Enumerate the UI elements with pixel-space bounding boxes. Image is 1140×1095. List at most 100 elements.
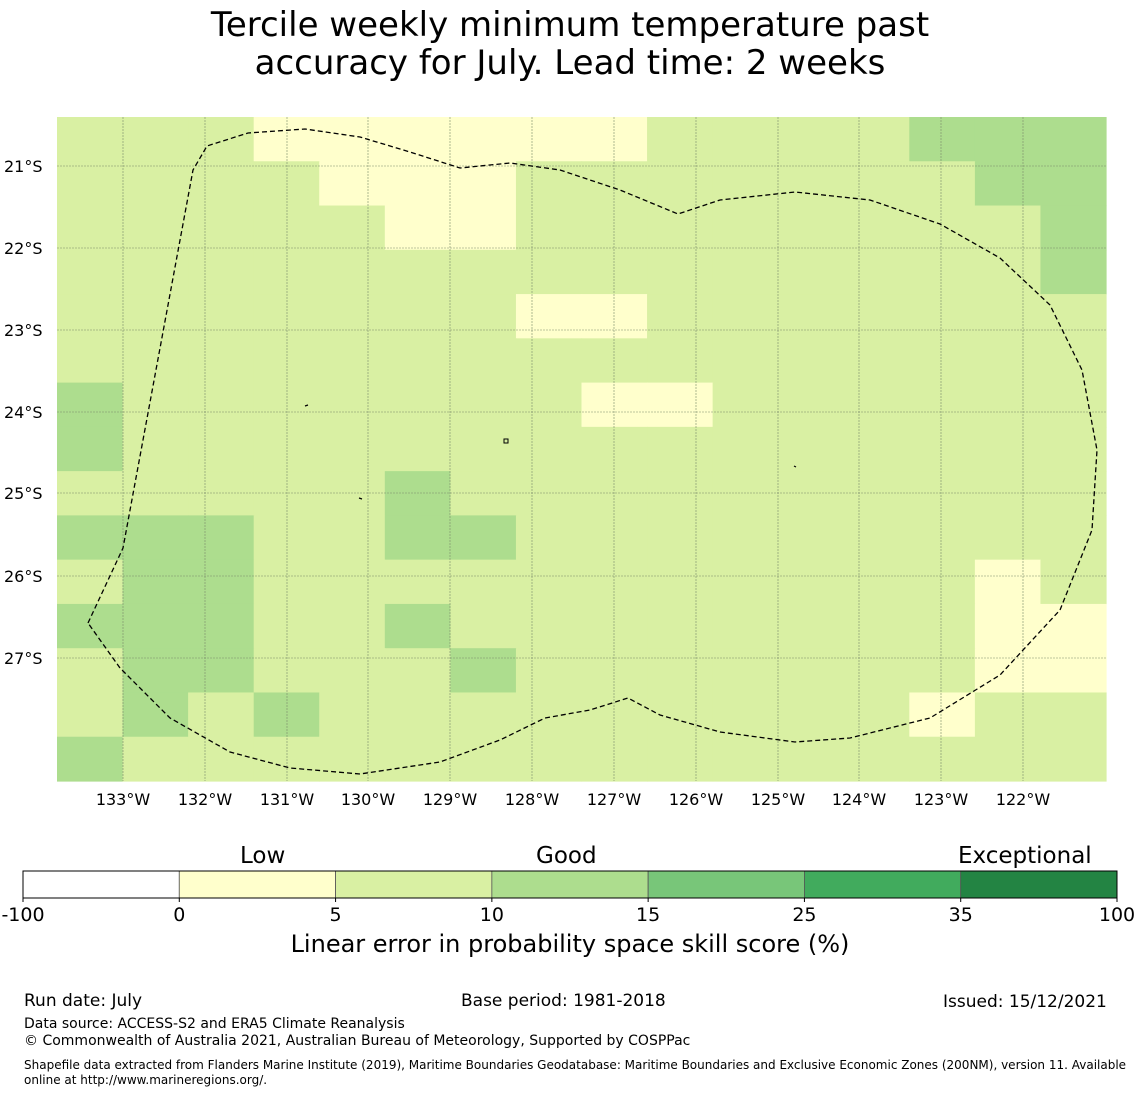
- shapefile-credit: Shapefile data extracted from Flanders M…: [24, 1058, 1127, 1087]
- grid-cell: [843, 515, 910, 561]
- grid-cell: [188, 117, 255, 162]
- grid-cell: [450, 426, 517, 472]
- grid-cell: [319, 294, 386, 339]
- longitude-label: 122°W: [996, 790, 1051, 809]
- grid-cell: [384, 559, 451, 605]
- grid-cell: [909, 294, 976, 339]
- colorbar-tick-label: -100: [1, 904, 44, 926]
- grid-cell: [57, 338, 124, 384]
- grid-cell: [450, 559, 517, 605]
- latitude-labels: 21°S 22°S 23°S 24°S 25°S 26°S 27°S: [4, 157, 43, 668]
- grid-cell: [57, 161, 124, 207]
- grid-cell: [450, 382, 517, 428]
- run-date: Run date: July: [24, 991, 143, 1011]
- grid-cell: [843, 692, 910, 738]
- grid-cell: [909, 161, 976, 207]
- grid-cell: [122, 559, 189, 605]
- grid-cell: [909, 426, 976, 472]
- grid-cell: [778, 161, 845, 207]
- grid-cell: [450, 515, 517, 561]
- grid-cell: [647, 692, 714, 738]
- grid-cell: [188, 471, 255, 516]
- grid-cell: [188, 515, 255, 561]
- longitude-label: 130°W: [341, 790, 396, 809]
- grid-cell: [909, 382, 976, 428]
- latitude-label: 24°S: [4, 403, 43, 422]
- grid-cell: [319, 648, 386, 694]
- grid-cell: [515, 338, 583, 384]
- latitude-label: 21°S: [4, 157, 43, 176]
- longitude-label: 128°W: [505, 790, 560, 809]
- skill-grid: [57, 117, 1107, 782]
- grid-cell: [712, 161, 779, 207]
- grid-cell: [647, 117, 714, 162]
- grid-cell: [319, 338, 386, 384]
- longitude-label: 126°W: [669, 790, 724, 809]
- grid-cell: [319, 249, 386, 295]
- grid-cell: [515, 603, 583, 649]
- colorbar-outline: [22, 870, 1118, 899]
- grid-cell: [253, 249, 320, 295]
- grid-cell: [57, 382, 124, 428]
- legend-low: Low: [240, 843, 286, 869]
- grid-cell: [909, 559, 976, 605]
- grid-cell: [384, 294, 451, 339]
- grid-cell: [515, 736, 583, 782]
- grid-cell: [122, 603, 189, 649]
- title-line-2: accuracy for July. Lead time: 2 weeks: [254, 43, 886, 83]
- grid-cell: [712, 294, 779, 339]
- grid-cell: [974, 382, 1042, 428]
- longitude-label: 132°W: [178, 790, 233, 809]
- grid-cell: [319, 117, 386, 162]
- grid-cell: [450, 117, 517, 162]
- grid-cell: [581, 471, 648, 516]
- grid-cell: [319, 736, 386, 782]
- grid-cell: [778, 382, 845, 428]
- grid-cell: [122, 117, 189, 162]
- colorbar-segment: [178, 870, 336, 899]
- grid-cell: [384, 205, 451, 251]
- grid-cell: [712, 382, 779, 428]
- grid-cell: [122, 515, 189, 561]
- colorbar-tick-label: 10: [480, 904, 504, 926]
- grid-cell: [515, 294, 583, 339]
- grid-cell: [1040, 249, 1107, 295]
- grid-cell: [909, 205, 976, 251]
- grid-cell: [384, 382, 451, 428]
- grid-cell: [581, 603, 648, 649]
- grid-cell: [843, 338, 910, 384]
- colorbar-tick-label: 0: [173, 904, 185, 926]
- grid-cell: [1040, 426, 1107, 472]
- colorbar-tick-label: 15: [636, 904, 660, 926]
- grid-cell: [712, 249, 779, 295]
- grid-cell: [843, 161, 910, 207]
- grid-cell: [647, 603, 714, 649]
- grid-cell: [647, 294, 714, 339]
- latitude-label: 25°S: [4, 484, 43, 503]
- grid-cell: [122, 648, 189, 694]
- grid-cell: [647, 736, 714, 782]
- grid-cell: [778, 603, 845, 649]
- grid-cell: [581, 161, 648, 207]
- longitude-label: 124°W: [832, 790, 887, 809]
- grid-cell: [712, 515, 779, 561]
- grid-cell: [909, 471, 976, 516]
- grid-cell: [843, 294, 910, 339]
- grid-cell: [581, 426, 648, 472]
- grid-cell: [581, 205, 648, 251]
- grid-cell: [384, 338, 451, 384]
- map-title: Tercile weekly minimum temperature past …: [0, 6, 1140, 82]
- grid-cell: [515, 692, 583, 738]
- grid-cell: [57, 294, 124, 339]
- grid-cell: [647, 205, 714, 251]
- grid-cell: [384, 117, 451, 162]
- grid-cell: [515, 205, 583, 251]
- grid-cell: [1040, 161, 1107, 207]
- grid-cell: [974, 338, 1042, 384]
- grid-cell: [384, 603, 451, 649]
- grid-cell: [450, 338, 517, 384]
- grid-cell: [909, 648, 976, 694]
- grid-cell: [188, 692, 255, 738]
- grid-cell: [1040, 736, 1107, 782]
- grid-cell: [712, 205, 779, 251]
